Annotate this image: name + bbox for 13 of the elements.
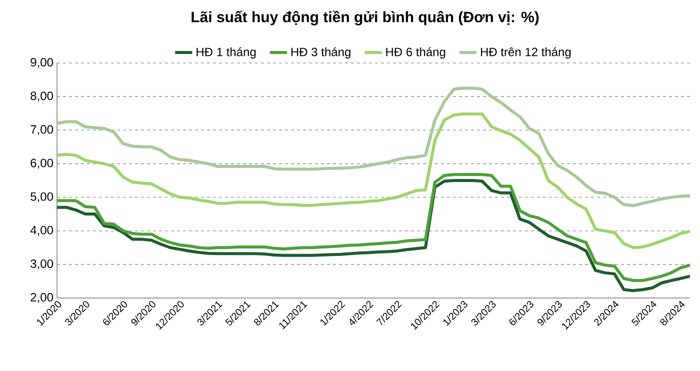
y-tick-label: 7,00 [30,125,54,136]
y-tick-label: 9,00 [30,58,54,68]
y-tick-label: 5,00 [30,192,54,202]
y-tick-label: 6,00 [30,158,54,169]
y-tick-label: 2,00 [30,293,54,303]
legend-label: HĐ 3 tháng [291,47,350,59]
y-tick-label: 3,00 [30,259,54,270]
legend-label: HĐ 6 tháng [386,47,446,59]
chart-title: Lãi suất huy động tiền gửi bình quân (Đơn vị: %) [192,10,539,26]
y-tick-label: 4,00 [30,226,54,236]
y-tick-label: 8,00 [30,92,54,102]
legend-label: HĐ trên 12 tháng [480,47,571,59]
legend-label: HĐ 1 tháng [196,47,256,59]
